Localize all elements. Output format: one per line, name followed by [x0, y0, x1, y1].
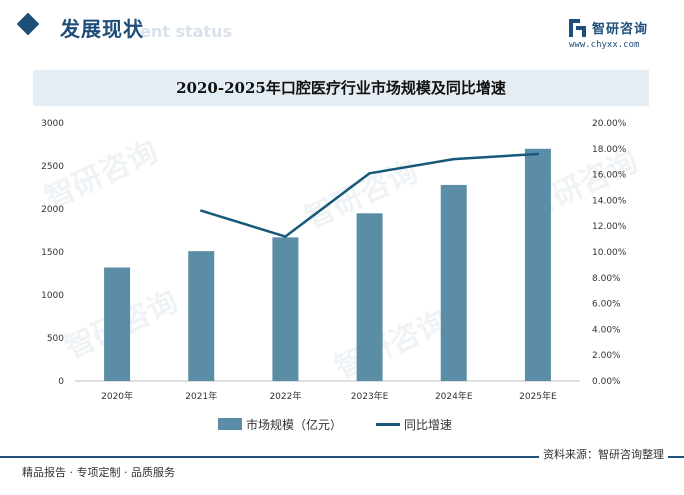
legend-label: 市场规模（亿元）	[246, 418, 343, 432]
line-point	[452, 157, 455, 161]
bar	[272, 237, 299, 381]
page-title-english: ent status	[140, 22, 232, 41]
y-left-tick-label: 1500	[41, 248, 64, 258]
y-right-tick-label: 8.00%	[592, 274, 621, 284]
y-left-tick-label: 1000	[41, 291, 64, 301]
y-left-tick-label: 500	[47, 334, 64, 344]
footer-tagline: 精品报告 · 专项定制 · 品质服务	[22, 466, 175, 479]
y-left-tick-label: 2000	[41, 205, 64, 215]
legend-bar-swatch	[218, 418, 242, 430]
y-left-tick-label: 3000	[41, 119, 64, 129]
line-point	[536, 152, 540, 156]
y-right-tick-label: 10.00%	[592, 248, 627, 258]
y-right-tick-label: 18.00%	[592, 145, 627, 155]
y-right-tick-label: 16.00%	[592, 171, 627, 181]
chart-title-band: 2020-2025年口腔医疗行业市场规模及同比增速	[33, 70, 649, 106]
bar	[188, 251, 215, 381]
bar	[440, 184, 467, 381]
logo-icon	[569, 19, 586, 37]
diamond-icon	[16, 12, 40, 36]
legend-line-swatch	[376, 423, 400, 426]
page-title: 发展现状	[60, 17, 144, 41]
bar	[524, 148, 551, 381]
logo-url: www.chyxx.com	[569, 40, 640, 50]
y-right-tick-label: 0.00%	[592, 377, 621, 387]
y-right-tick-label: 12.00%	[592, 222, 627, 232]
line-point	[368, 172, 371, 175]
x-tick-label: 2024年E	[435, 390, 473, 402]
data-source: 资料来源：智研咨询整理	[539, 446, 668, 462]
legend-label: 同比增速	[404, 418, 453, 432]
y-left-tick-label: 2500	[41, 162, 64, 172]
y-right-tick-label: 14.00%	[592, 196, 627, 206]
page-footer: 精品报告 · 专项定制 · 品质服务 资料来源：智研咨询整理	[0, 446, 684, 495]
bar	[356, 213, 383, 381]
x-tick-label: 2021年	[185, 390, 217, 402]
legend: 市场规模（亿元） 同比增速	[0, 415, 684, 433]
x-tick-label: 2020年	[101, 390, 133, 402]
line-point	[284, 235, 287, 238]
bar	[104, 267, 131, 381]
page-header: 发展现状 ent status 智研咨询 www.chyxx.com	[0, 0, 684, 62]
line-point	[200, 209, 203, 212]
logo-text: 智研咨询	[592, 22, 649, 37]
brand-logo: 智研咨询 www.chyxx.com	[568, 17, 678, 57]
y-right-tick-label: 2.00%	[592, 351, 621, 361]
y-left-tick-label: 0	[58, 377, 64, 387]
x-tick-label: 2022年	[269, 390, 301, 402]
y-right-tick-label: 4.00%	[592, 325, 621, 335]
y-right-tick-label: 6.00%	[592, 300, 621, 310]
combo-chart: 0 500 1000 1500 2000 2500 3000 0.00% 2.00% 4.00% 6…	[41, 119, 627, 402]
x-tick-label: 2025年E	[519, 390, 557, 402]
y-right-tick-label: 20.00%	[592, 119, 627, 129]
chart-title: 2020-2025年口腔医疗行业市场规模及同比增速	[176, 79, 506, 97]
x-tick-label: 2023年E	[351, 390, 389, 402]
